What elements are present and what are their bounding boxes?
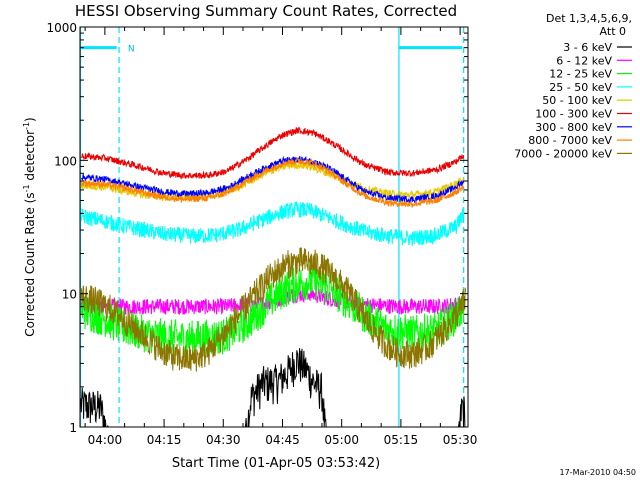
y-tick-label: 10 <box>62 288 77 302</box>
timestamp: 17-Mar-2010 04:50 <box>560 468 637 477</box>
legend-entry-label: 6 - 12 keV <box>556 54 612 67</box>
x-tick-label: 04:00 <box>88 433 123 447</box>
legend-header-line: Att 0 <box>600 25 626 38</box>
legend-header-line: Det 1,3,4,5,6,9, <box>546 12 632 25</box>
top-bar-label: N <box>128 45 135 55</box>
series-line <box>80 247 467 372</box>
legend-entry-label: 300 - 800 keV <box>535 121 612 134</box>
series-layer <box>80 126 467 428</box>
x-tick-label: 04:15 <box>147 433 182 447</box>
series-line <box>80 126 465 180</box>
y-tick-label: 1 <box>69 421 77 435</box>
plot-frame <box>79 26 469 428</box>
legend-entry-label: 25 - 50 keV <box>549 81 612 94</box>
y-axis-label-part: detector <box>23 130 37 185</box>
legend-entry-label: 100 - 300 keV <box>535 108 612 121</box>
x-tick-label: 05:00 <box>324 433 359 447</box>
legend-entry-label: 7000 - 20000 keV <box>514 147 612 160</box>
y-axis: 1 10 100 1000 <box>46 21 468 435</box>
x-axis: 04:00 04:15 04:30 04:45 05:00 05:15 05:30 <box>84 27 478 447</box>
legend-entry-label: 3 - 6 keV <box>563 41 612 54</box>
y-axis-label-sup: -1 <box>22 122 31 130</box>
legend-entry-label: 12 - 25 keV <box>549 68 612 81</box>
y-tick-label: 100 <box>54 154 77 168</box>
x-axis-label: Start Time (01-Apr-05 03:53:42) <box>172 456 380 471</box>
chart-title: HESSI Observing Summary Count Rates, Cor… <box>75 2 457 20</box>
series-line <box>80 201 465 246</box>
x-tick-label: 05:15 <box>384 433 419 447</box>
y-axis-label-part: ) <box>23 117 37 122</box>
series-line <box>80 160 465 203</box>
y-axis-label: Corrected Count Rate (s-1 detector-1) <box>22 117 37 336</box>
legend-entry-label: 800 - 7000 keV <box>528 134 612 147</box>
y-axis-label-sup: -1 <box>22 184 31 192</box>
x-tick-label: 05:30 <box>443 433 478 447</box>
series-line <box>80 156 464 208</box>
y-tick-label: 1000 <box>46 21 77 35</box>
y-axis-label-part: Corrected Count Rate (s <box>23 192 37 336</box>
legend-entry-label: 50 - 100 keV <box>542 94 612 107</box>
x-tick-label: 04:45 <box>265 433 300 447</box>
x-tick-label: 04:30 <box>206 433 241 447</box>
series-line <box>80 155 465 204</box>
